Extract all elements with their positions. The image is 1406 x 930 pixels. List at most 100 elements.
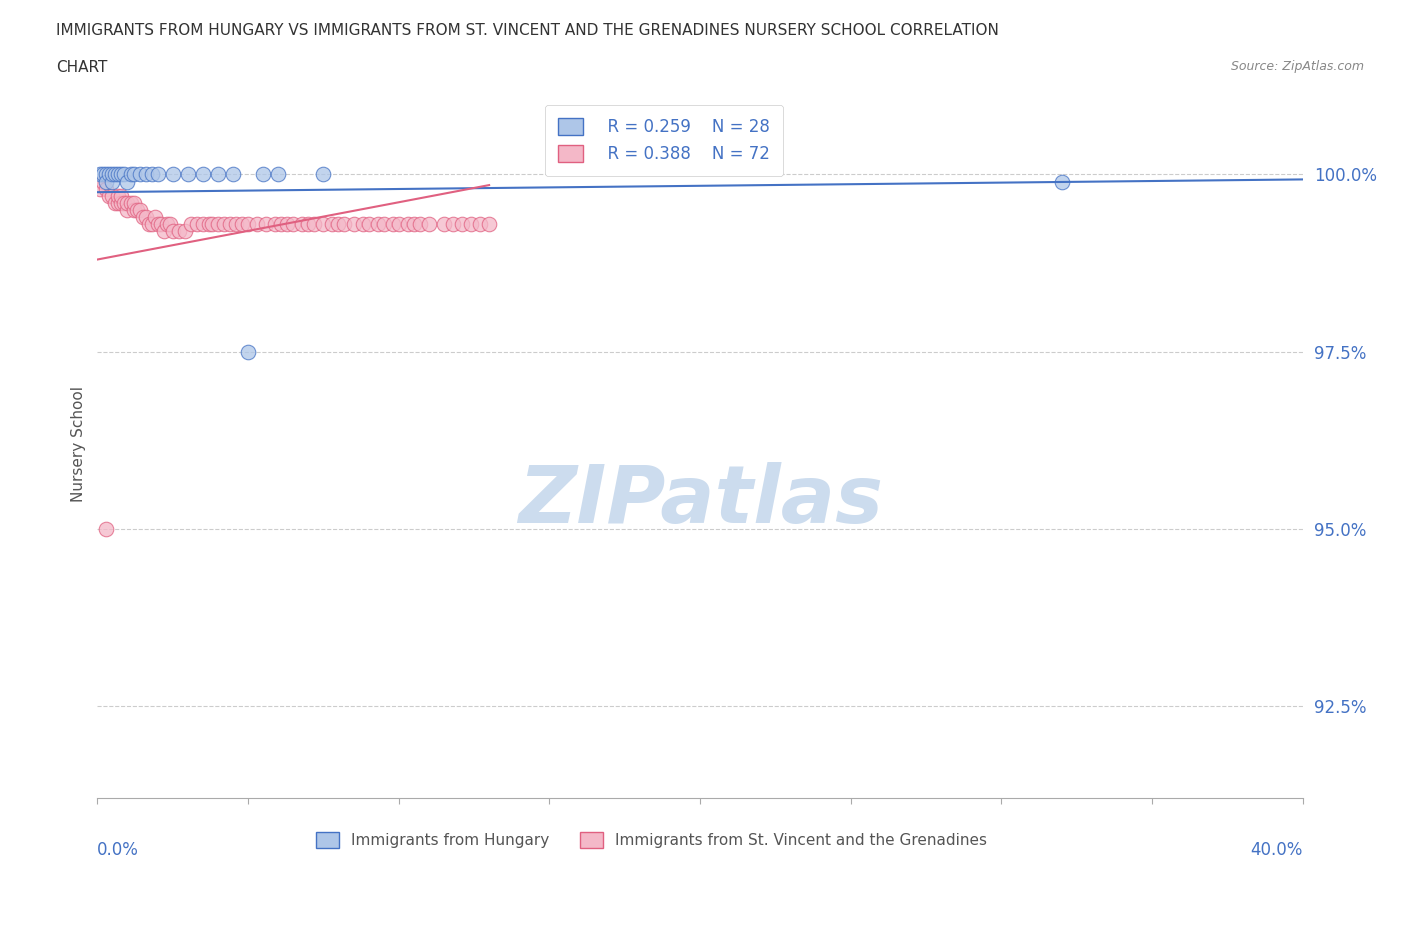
Point: [460, 217, 482, 232]
Point: [352, 217, 374, 232]
Point: [149, 217, 172, 232]
Point: [264, 217, 287, 232]
Point: [291, 217, 314, 232]
Point: [267, 167, 290, 182]
Legend: Immigrants from Hungary, Immigrants from St. Vincent and the Grenadines: Immigrants from Hungary, Immigrants from…: [311, 826, 994, 855]
Point: [236, 344, 259, 359]
Point: [1050, 174, 1073, 189]
Point: [114, 195, 136, 210]
Point: [93, 167, 115, 182]
Point: [191, 167, 214, 182]
Point: [177, 167, 200, 182]
Point: [101, 167, 124, 182]
Point: [180, 217, 202, 232]
Point: [128, 203, 150, 218]
Point: [173, 224, 195, 239]
Point: [451, 217, 474, 232]
Point: [236, 217, 259, 232]
Point: [156, 217, 179, 232]
Point: [396, 217, 419, 232]
Text: 0.0%: 0.0%: [97, 841, 139, 858]
Text: Source: ZipAtlas.com: Source: ZipAtlas.com: [1230, 60, 1364, 73]
Point: [254, 217, 277, 232]
Point: [207, 167, 229, 182]
Point: [342, 217, 364, 232]
Point: [107, 188, 129, 203]
Point: [128, 167, 150, 182]
Point: [135, 209, 157, 224]
Point: [162, 224, 184, 239]
Point: [131, 209, 153, 224]
Point: [107, 195, 129, 210]
Point: [418, 217, 440, 232]
Point: [117, 195, 139, 210]
Point: [117, 203, 139, 218]
Point: [120, 167, 142, 182]
Point: [231, 217, 253, 232]
Point: [110, 195, 132, 210]
Point: [252, 167, 274, 182]
Point: [152, 224, 174, 239]
Point: [89, 167, 111, 182]
Point: [270, 217, 292, 232]
Y-axis label: Nursery School: Nursery School: [72, 386, 86, 502]
Point: [143, 209, 166, 224]
Point: [367, 217, 389, 232]
Point: [110, 188, 132, 203]
Point: [433, 217, 456, 232]
Point: [312, 167, 335, 182]
Point: [333, 217, 356, 232]
Point: [357, 217, 380, 232]
Text: ZIPatlas: ZIPatlas: [517, 461, 883, 539]
Point: [96, 174, 118, 189]
Point: [312, 217, 335, 232]
Point: [212, 217, 235, 232]
Point: [201, 217, 224, 232]
Point: [246, 217, 269, 232]
Point: [125, 203, 148, 218]
Point: [198, 217, 221, 232]
Point: [402, 217, 425, 232]
Point: [98, 188, 121, 203]
Point: [441, 217, 464, 232]
Point: [146, 217, 169, 232]
Point: [146, 167, 169, 182]
Point: [101, 188, 124, 203]
Point: [104, 167, 127, 182]
Point: [122, 195, 145, 210]
Point: [409, 217, 432, 232]
Point: [381, 217, 404, 232]
Point: [135, 167, 157, 182]
Point: [141, 217, 163, 232]
Point: [93, 174, 115, 189]
Point: [89, 181, 111, 196]
Point: [159, 217, 181, 232]
Point: [101, 174, 124, 189]
Point: [96, 181, 118, 196]
Point: [321, 217, 343, 232]
Point: [138, 217, 160, 232]
Point: [207, 217, 229, 232]
Point: [110, 167, 132, 182]
Point: [104, 195, 127, 210]
Point: [219, 217, 242, 232]
Point: [96, 167, 118, 182]
Point: [162, 167, 184, 182]
Point: [304, 217, 326, 232]
Point: [297, 217, 319, 232]
Point: [122, 203, 145, 218]
Point: [186, 217, 208, 232]
Point: [107, 167, 129, 182]
Text: IMMIGRANTS FROM HUNGARY VS IMMIGRANTS FROM ST. VINCENT AND THE GRENADINES NURSER: IMMIGRANTS FROM HUNGARY VS IMMIGRANTS FR…: [56, 23, 1000, 38]
Point: [328, 217, 350, 232]
Point: [167, 224, 190, 239]
Point: [98, 167, 121, 182]
Point: [96, 522, 118, 537]
Point: [120, 195, 142, 210]
Point: [276, 217, 298, 232]
Point: [225, 217, 247, 232]
Text: CHART: CHART: [56, 60, 108, 75]
Point: [114, 167, 136, 182]
Point: [122, 167, 145, 182]
Point: [117, 174, 139, 189]
